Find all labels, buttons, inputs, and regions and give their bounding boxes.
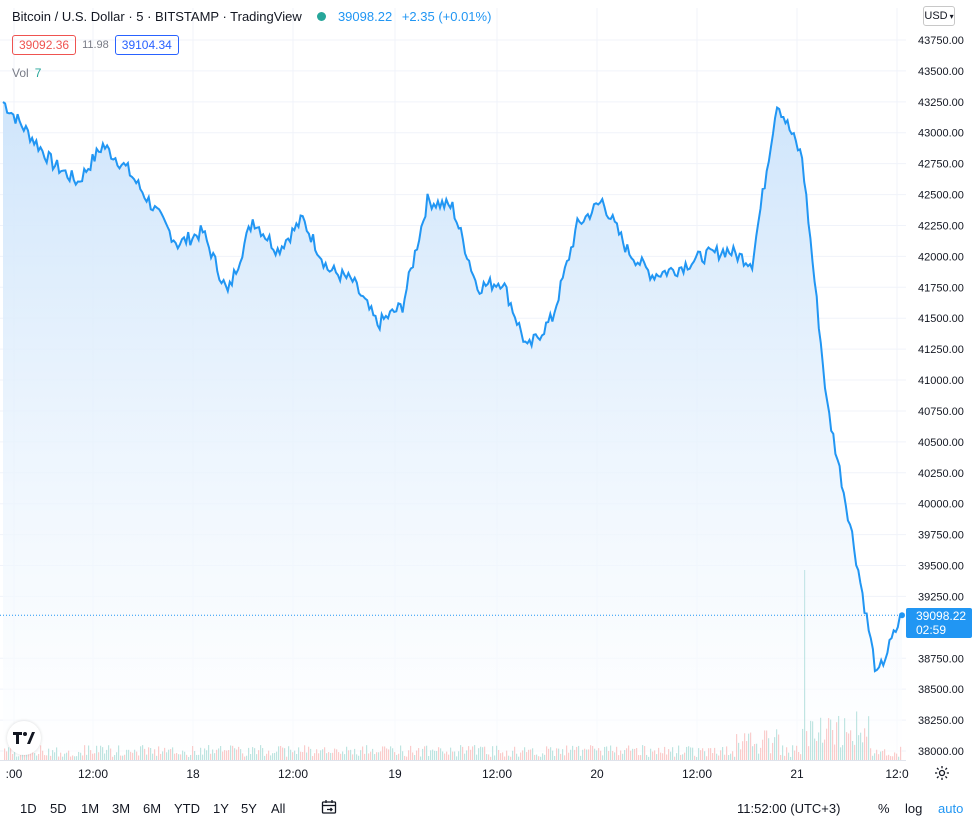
y-tick-label: 41500.00 bbox=[918, 313, 964, 325]
ask-price[interactable]: 39104.34 bbox=[114, 35, 179, 55]
x-tick-label: 19 bbox=[388, 767, 402, 781]
y-tick-label: 43750.00 bbox=[918, 35, 964, 47]
volume-value: 7 bbox=[34, 66, 42, 80]
price-tag-countdown: 02:59 bbox=[916, 623, 947, 637]
percent-scale-toggle[interactable]: % bbox=[878, 801, 890, 816]
y-tick-label: 42250.00 bbox=[918, 220, 964, 232]
currency-selector[interactable]: USD ▾ bbox=[923, 6, 955, 26]
y-tick-label: 38500.00 bbox=[918, 684, 964, 696]
auto-scale-toggle[interactable]: auto bbox=[938, 801, 964, 816]
volume-legend[interactable]: Vol 7 bbox=[12, 66, 41, 80]
range-1y-button[interactable]: 1Y bbox=[213, 801, 229, 816]
y-tick-label: 38000.00 bbox=[918, 746, 964, 758]
market-status-icon bbox=[317, 12, 327, 21]
price-chart[interactable]: 43750.00 43500.00 43250.00 43000.00 42750.00… bbox=[0, 0, 975, 795]
y-tick-label: 43000.00 bbox=[918, 128, 964, 140]
last-price-marker bbox=[899, 612, 905, 619]
range-6m-button[interactable]: 6M bbox=[143, 801, 162, 816]
gear-icon[interactable] bbox=[934, 765, 950, 786]
volume-label: Vol bbox=[12, 66, 29, 80]
y-tick-label: 38250.00 bbox=[918, 715, 964, 727]
x-tick-label: 12:00 bbox=[278, 767, 308, 781]
bottom-toolbar: 1D 5D 1M 3M 6M YTD 1Y 5Y All 11:52:00 (U… bbox=[0, 795, 975, 823]
y-tick-label: 41250.00 bbox=[918, 344, 964, 356]
last-price-tag: 39098.22 02:59 bbox=[906, 608, 972, 638]
y-tick-label: 42000.00 bbox=[918, 251, 964, 263]
last-price-line bbox=[0, 612, 906, 619]
price-area bbox=[2, 101, 903, 760]
x-tick-label: 18 bbox=[186, 767, 200, 781]
y-tick-label: 39750.00 bbox=[918, 530, 964, 542]
y-tick-label: 43250.00 bbox=[918, 97, 964, 109]
price-axis[interactable]: 43750.00 43500.00 43250.00 43000.00 42750.00… bbox=[918, 35, 964, 758]
y-tick-label: 42750.00 bbox=[918, 159, 964, 171]
spread-value: 11.98 bbox=[82, 39, 109, 51]
range-5y-button[interactable]: 5Y bbox=[241, 801, 257, 816]
y-tick-label: 40250.00 bbox=[918, 468, 964, 480]
x-tick-label: 20 bbox=[590, 767, 604, 781]
log-scale-toggle[interactable]: log bbox=[905, 801, 923, 816]
price-change: +2.35 (+0.01%) bbox=[401, 9, 492, 24]
bid-ask-panel: 39092.36 11.98 39104.34 bbox=[12, 35, 179, 55]
x-tick-label: 12:00 bbox=[482, 767, 512, 781]
price-tag-value: 39098.22 bbox=[916, 609, 967, 623]
price-area-fill bbox=[3, 102, 902, 760]
tradingview-logo-icon[interactable] bbox=[7, 721, 41, 755]
y-tick-label: 39500.00 bbox=[918, 561, 964, 573]
range-1m-button[interactable]: 1M bbox=[81, 801, 100, 816]
range-3m-button[interactable]: 3M bbox=[112, 801, 131, 816]
time-axis[interactable]: :00 12:00 18 12:00 19 12:00 20 12:00 21 12:0 bbox=[6, 767, 909, 781]
y-tick-label: 40750.00 bbox=[918, 406, 964, 418]
symbol-header[interactable]: Bitcoin / U.S. Dollar · 5 · BITSTAMP · T… bbox=[12, 9, 491, 24]
y-tick-label: 40000.00 bbox=[918, 499, 964, 511]
range-1d-button[interactable]: 1D bbox=[20, 801, 37, 816]
price-line bbox=[2, 101, 903, 673]
bid-price[interactable]: 39092.36 bbox=[12, 35, 77, 55]
last-price: 39098.22 bbox=[337, 9, 393, 24]
y-tick-label: 40500.00 bbox=[918, 437, 964, 449]
currency-label: USD bbox=[924, 10, 948, 22]
session-clock[interactable]: 11:52:00 (UTC+3) bbox=[737, 801, 841, 816]
y-tick-label: 41750.00 bbox=[918, 282, 964, 294]
symbol-title[interactable]: Bitcoin / U.S. Dollar · 5 · BITSTAMP · T… bbox=[12, 9, 302, 24]
y-tick-label: 38750.00 bbox=[918, 653, 964, 665]
x-tick-label: 12:00 bbox=[682, 767, 712, 781]
x-tick-label: :00 bbox=[6, 767, 23, 781]
y-tick-label: 42500.00 bbox=[918, 190, 964, 202]
chevron-down-icon: ▾ bbox=[949, 11, 954, 21]
y-tick-label: 41000.00 bbox=[918, 375, 964, 387]
range-5d-button[interactable]: 5D bbox=[50, 801, 67, 816]
calendar-goto-icon[interactable] bbox=[321, 799, 337, 818]
range-ytd-button[interactable]: YTD bbox=[174, 801, 200, 816]
range-all-button[interactable]: All bbox=[271, 801, 286, 816]
time-axis-separator bbox=[0, 760, 906, 761]
x-tick-label: 21 bbox=[790, 767, 804, 781]
y-tick-label: 43500.00 bbox=[918, 66, 964, 78]
x-tick-label: 12:0 bbox=[885, 767, 909, 781]
y-tick-label: 39250.00 bbox=[918, 591, 964, 603]
x-tick-label: 12:00 bbox=[78, 767, 108, 781]
